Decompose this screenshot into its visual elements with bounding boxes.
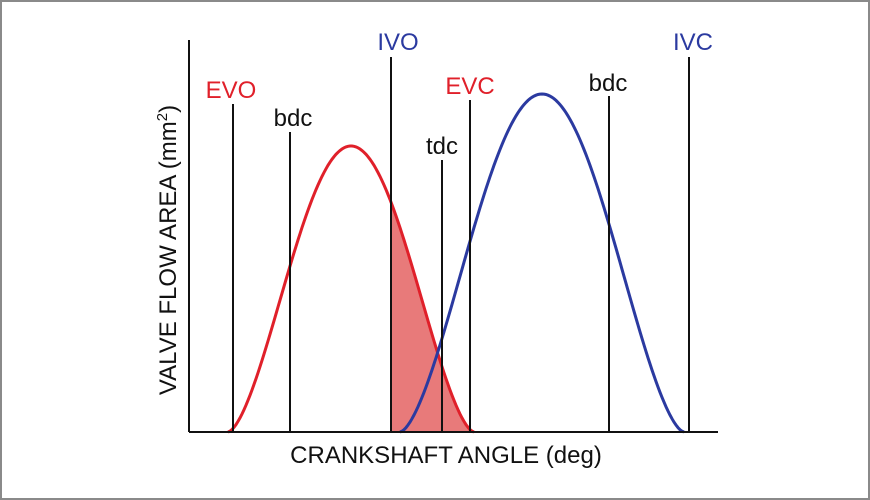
valve-overlap-area (391, 202, 474, 432)
bdc-label-2: bdc (589, 70, 628, 97)
bdc-label-1: bdc (274, 105, 313, 132)
y-axis-title-superscript: 2 (154, 113, 171, 121)
x-axis-title: CRANKSHAFT ANGLE (deg) (290, 442, 602, 469)
tdc-label: tdc (426, 133, 458, 160)
evo-label: EVO (206, 77, 257, 104)
y-axis-title-main: VALVE FLOW AREA (mm (155, 121, 182, 395)
y-axis-title: VALVE FLOW AREA (mm2) (154, 105, 182, 395)
y-axis-title-close: ) (155, 105, 182, 113)
intake-valve-curve (399, 92, 685, 434)
exhaust-valve-curve (227, 144, 475, 434)
evc-label: EVC (445, 73, 494, 100)
ivo-label: IVO (377, 29, 418, 56)
ivc-label: IVC (673, 29, 713, 56)
